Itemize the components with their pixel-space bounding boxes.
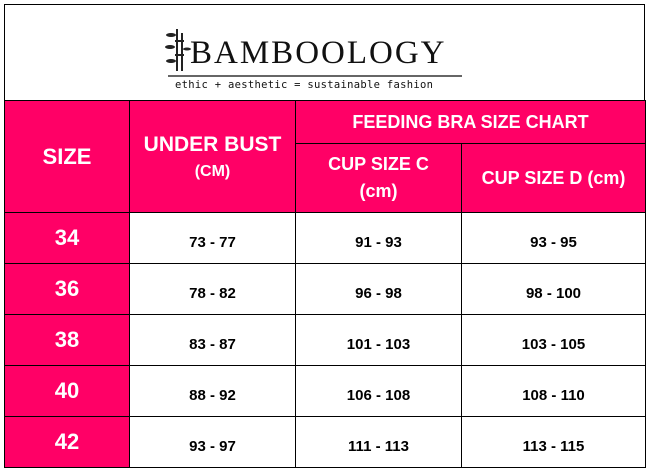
- header-cup-c: CUP SIZE C (cm): [295, 143, 462, 213]
- cup-c-cell: 96 - 98: [295, 263, 462, 315]
- cup-c-cell: 91 - 93: [295, 212, 462, 264]
- under-bust-cell: 83 - 87: [129, 314, 296, 366]
- size-table: SIZE UNDER BUST (CM) FEEDING BRA SIZE CH…: [4, 100, 646, 468]
- size-cell: 42: [4, 416, 130, 468]
- cup-d-cell: 103 - 105: [461, 314, 646, 366]
- cup-c-cell: 106 - 108: [295, 365, 462, 417]
- chart-title: FEEDING BRA SIZE CHART: [295, 100, 646, 144]
- table-row: 36 78 - 82 96 - 98 98 - 100: [4, 263, 646, 315]
- cup-d-cell: 113 - 115: [461, 416, 646, 468]
- logo-divider: [168, 75, 462, 77]
- cup-d-cell: 108 - 110: [461, 365, 646, 417]
- table-row: 42 93 - 97 111 - 113 113 - 115: [4, 416, 646, 468]
- table-row: 40 88 - 92 106 - 108 108 - 110: [4, 365, 646, 417]
- table-row: 34 73 - 77 91 - 93 93 - 95: [4, 212, 646, 264]
- brand-logo: BAMBOOLOGY ethic + aesthetic = sustainab…: [5, 5, 644, 101]
- cup-c-label: CUP SIZE C: [328, 154, 429, 174]
- under-bust-label: UNDER BUST: [143, 132, 282, 156]
- under-bust-cell: 88 - 92: [129, 365, 296, 417]
- cup-c-cell: 101 - 103: [295, 314, 462, 366]
- under-bust-unit: (CM): [194, 162, 231, 180]
- under-bust-cell: 93 - 97: [129, 416, 296, 468]
- bamboo-icon: [165, 29, 191, 71]
- header-size: SIZE: [4, 100, 130, 213]
- under-bust-cell: 73 - 77: [129, 212, 296, 264]
- size-cell: 34: [4, 212, 130, 264]
- cup-c-cell: 111 - 113: [295, 416, 462, 468]
- cup-c-unit: (cm): [359, 181, 398, 201]
- cup-d-cell: 98 - 100: [461, 263, 646, 315]
- size-cell: 40: [4, 365, 130, 417]
- table-row: 38 83 - 87 101 - 103 103 - 105: [4, 314, 646, 366]
- size-chart: BAMBOOLOGY ethic + aesthetic = sustainab…: [4, 4, 646, 468]
- brand-tagline: ethic + aesthetic = sustainable fashion: [175, 79, 434, 91]
- cup-d-cell: 93 - 95: [461, 212, 646, 264]
- under-bust-cell: 78 - 82: [129, 263, 296, 315]
- size-cell: 36: [4, 263, 130, 315]
- header-cup-d: CUP SIZE D (cm): [461, 143, 646, 213]
- brand-name: BAMBOOLOGY: [190, 35, 447, 71]
- size-cell: 38: [4, 314, 130, 366]
- header-under-bust: UNDER BUST (CM): [129, 100, 296, 213]
